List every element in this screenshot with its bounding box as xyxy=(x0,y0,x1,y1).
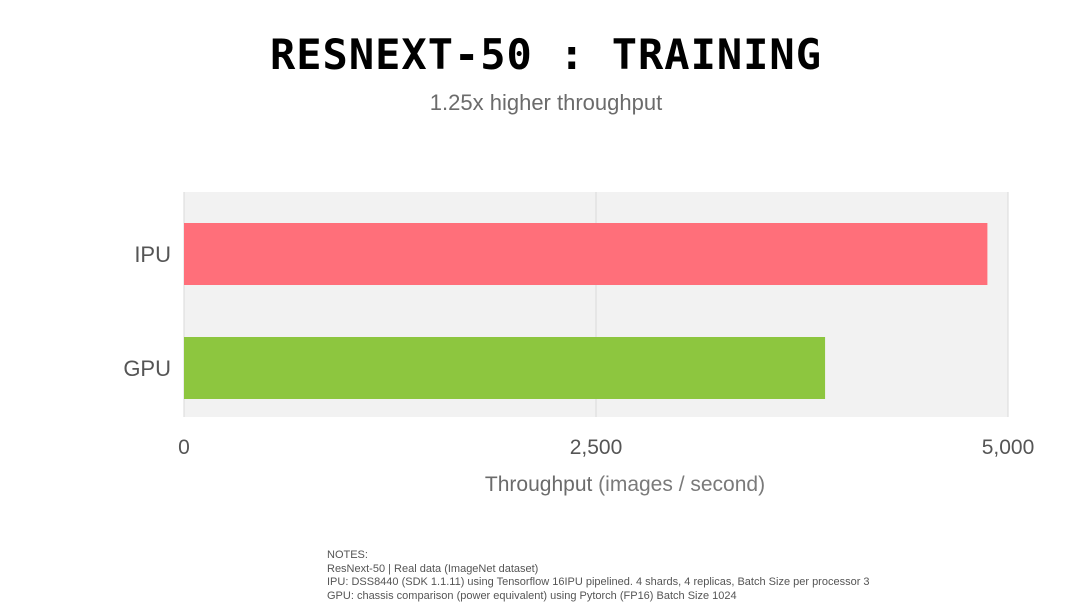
bar-gpu xyxy=(184,337,826,399)
notes-line: IPU: DSS8440 (SDK 1.1.11) using Tensorfl… xyxy=(327,576,870,588)
chart-title: RESNEXT-50 : TRAINING xyxy=(269,30,822,79)
notes-line: GPU: chassis comparison (power equivalen… xyxy=(327,589,737,602)
x-axis-title: Throughput xyxy=(485,473,598,496)
category-label: IPU xyxy=(134,242,171,267)
category-label: GPU xyxy=(123,356,171,381)
x-tick-label: 2,500 xyxy=(570,436,623,459)
bar-chart: IPU GPU 0 2,500 5,000 Throughput (images / se… xyxy=(123,192,1035,496)
bar-ipu xyxy=(184,223,988,285)
notes-line: ResNext-50 | Real data (ImageNet dataset… xyxy=(327,562,539,575)
x-tick-label: 5,000 xyxy=(982,436,1035,459)
notes-heading: NOTES: xyxy=(327,549,368,561)
chart-subtitle: 1.25x higher throughput xyxy=(429,90,663,115)
x-tick-label: 0 xyxy=(178,436,190,459)
notes: NOTES: ResNext-50 | Real data (ImageNet … xyxy=(327,549,870,603)
x-axis-unit: (images / second) xyxy=(598,473,765,496)
x-axis-label: Throughput (images / second) xyxy=(485,473,765,496)
